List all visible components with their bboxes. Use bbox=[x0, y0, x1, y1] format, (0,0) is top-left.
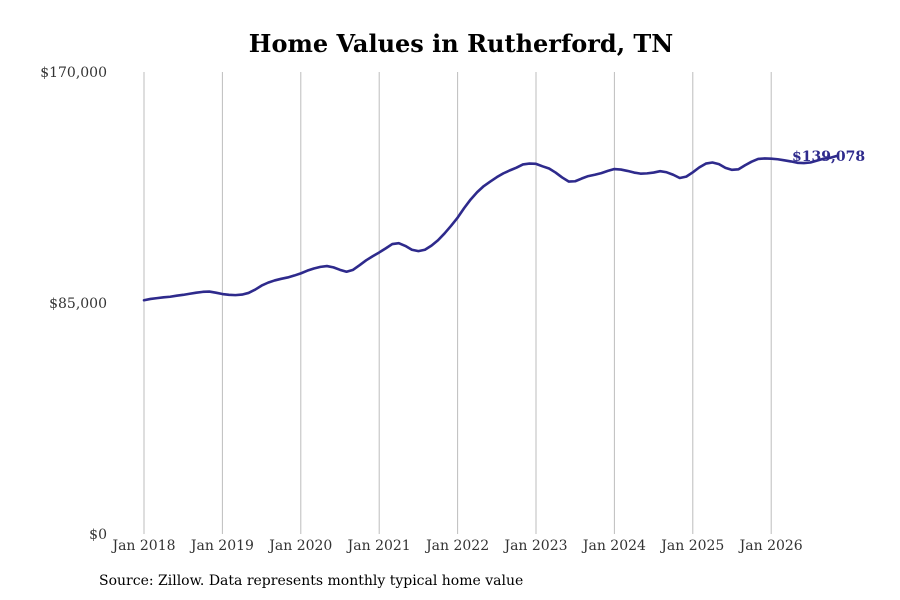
end-value-label: $139,078 bbox=[792, 149, 865, 165]
x-tick-label: Jan 2022 bbox=[424, 538, 489, 554]
x-tick-label: Jan 2021 bbox=[346, 538, 411, 554]
x-tick-label: Jan 2023 bbox=[502, 538, 567, 554]
gridlines bbox=[143, 72, 772, 534]
chart-title: Home Values in Rutherford, TN bbox=[249, 29, 673, 58]
x-tick-label: Jan 2024 bbox=[581, 538, 646, 554]
x-tick-label: Jan 2018 bbox=[110, 538, 175, 554]
source-note: Source: Zillow. Data represents monthly … bbox=[99, 573, 524, 589]
x-tick-label: Jan 2020 bbox=[267, 538, 332, 554]
x-axis-ticks: Jan 2018 Jan 2019 Jan 2020 Jan 2021 Jan 2022… bbox=[110, 538, 802, 554]
x-tick-label: Jan 2026 bbox=[738, 538, 803, 554]
y-tick-label: $0 bbox=[89, 527, 107, 543]
y-axis-ticks: $0 $85,000 $170,000 bbox=[40, 65, 107, 543]
x-tick-label: Jan 2025 bbox=[659, 538, 724, 554]
x-tick-label: Jan 2019 bbox=[189, 538, 254, 554]
y-tick-label: $170,000 bbox=[40, 65, 107, 81]
home-value-line bbox=[142, 154, 838, 302]
y-tick-label: $85,000 bbox=[49, 296, 107, 312]
